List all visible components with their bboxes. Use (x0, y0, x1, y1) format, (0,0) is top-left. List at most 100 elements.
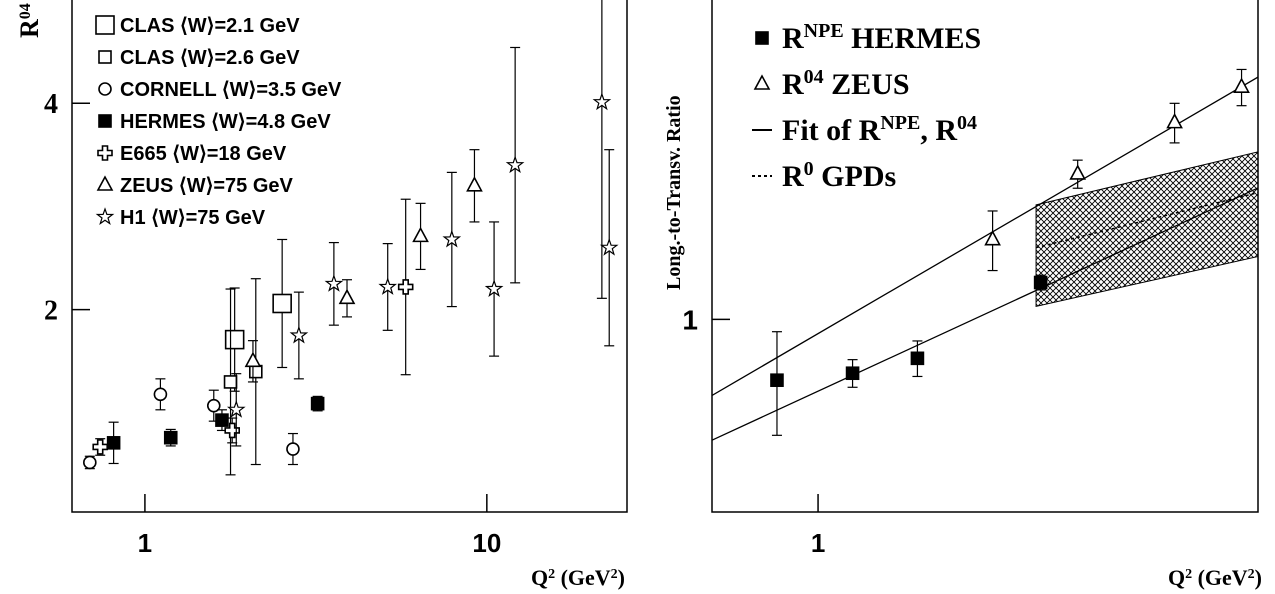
plot-frame (71, 0, 628, 513)
marker (224, 329, 245, 350)
marker (310, 396, 325, 411)
legend-label: CLAS ⟨W⟩=2.6 GeV (120, 47, 300, 69)
marker (397, 279, 414, 295)
marker (1166, 112, 1183, 129)
marker (378, 277, 398, 295)
legend-marker (98, 82, 112, 96)
legend-marker (753, 74, 771, 90)
legend-marker (97, 145, 113, 161)
legend-label: RNPE HERMES (782, 20, 981, 55)
gpd-line (1035, 191, 1258, 249)
y-tick-label: 1 (682, 304, 698, 335)
marker (1033, 275, 1048, 290)
x-tick-label: 1 (811, 528, 825, 558)
marker (163, 430, 178, 445)
legend-label: CLAS ⟨W⟩=2.1 GeV (120, 15, 300, 37)
legend-label-part: , R (920, 114, 957, 147)
marker (272, 293, 292, 314)
x-axis-title-part: (GeV (555, 565, 611, 590)
marker (153, 387, 168, 402)
legend-label: HERMES ⟨W⟩=4.8 GeV (120, 111, 331, 133)
marker (599, 237, 619, 256)
legend-label-part: R (782, 68, 804, 101)
marker (248, 364, 263, 379)
fit-line (712, 187, 1258, 441)
marker (289, 325, 309, 344)
marker (286, 442, 300, 456)
legend-label: ZEUS ⟨W⟩=75 GeV (120, 175, 294, 197)
marker (505, 155, 525, 174)
legend-label: H1 ⟨W⟩=75 GeV (120, 207, 266, 229)
marker (1233, 77, 1250, 93)
marker (845, 366, 860, 381)
legend-label-part: R (782, 22, 804, 55)
marker (984, 229, 1001, 246)
legend-label-part: NPE (880, 112, 920, 134)
fit-line (712, 76, 1258, 397)
marker (412, 226, 429, 243)
legend-marker (98, 50, 112, 64)
x-axis-title-part: (GeV (1192, 565, 1248, 590)
y-tick-label: 4 (44, 89, 58, 120)
x-axis-title-part: 2 (1248, 567, 1255, 582)
legend-label-part: 0 (804, 158, 814, 180)
marker (770, 373, 784, 387)
marker (338, 288, 356, 305)
legend-label-part: ZEUS (824, 68, 910, 101)
legend-marker (95, 15, 115, 35)
marker (1069, 164, 1087, 180)
marker (466, 176, 483, 192)
marker (83, 455, 97, 470)
legend-label-part: NPE (804, 20, 844, 42)
x-axis-title-part: Q (531, 565, 548, 590)
x-axis-title: Q2 (GeV2) (531, 565, 625, 590)
x-tick-label: 10 (472, 528, 501, 558)
legend-marker (96, 175, 114, 191)
legend-label-part: 04 (804, 66, 824, 88)
legend-label: R0 GPDs (782, 158, 896, 193)
marker (324, 274, 344, 292)
y-axis-title: R04 (15, 3, 44, 38)
y-tick-label: 2 (44, 296, 58, 327)
marker (484, 279, 504, 297)
plot-content (83, 0, 619, 476)
y-axis-title-part: 04 (17, 3, 34, 19)
legend-marker (98, 114, 112, 128)
marker (92, 439, 109, 455)
marker (910, 351, 925, 366)
marker (215, 413, 229, 427)
legend-label: E665 ⟨W⟩=18 GeV (120, 143, 287, 165)
legend-label-part: R (782, 160, 804, 193)
marker (223, 375, 238, 389)
x-axis-title-part: 2 (611, 567, 618, 582)
marker (106, 436, 121, 450)
legend-label-part: HERMES (844, 22, 982, 55)
x-axis-title-part: ) (1255, 565, 1262, 590)
marker (206, 398, 221, 413)
marker (224, 422, 240, 439)
legend-marker (95, 207, 115, 225)
y-axis-title-part: R (15, 19, 44, 38)
y-axis-title-part: Long.-to-Transv. Ratio (663, 95, 685, 290)
x-axis-title: Q2 (GeV2) (1168, 565, 1262, 590)
legend-label: Fit of RNPE, R04 (782, 112, 977, 147)
y-axis-title: Long.-to-Transv. Ratio (663, 95, 685, 290)
legend-label-part: Fit of R (782, 114, 881, 147)
x-axis-title-part: 2 (548, 567, 555, 582)
marker (244, 351, 262, 368)
marker (592, 92, 612, 111)
marker (442, 229, 462, 248)
x-axis-title-part: Q (1168, 565, 1185, 590)
gpd-band (1035, 151, 1258, 307)
x-axis-title-part: ) (618, 565, 625, 590)
x-axis-title-part: 2 (1185, 567, 1192, 582)
marker (226, 399, 246, 418)
legend-label: CORNELL ⟨W⟩=3.5 GeV (120, 79, 342, 101)
legend-label: R04 ZEUS (782, 66, 910, 101)
legend-label-part: GPDs (814, 160, 897, 193)
legend-marker (755, 31, 769, 45)
legend-label-part: 04 (957, 112, 977, 134)
plot-content (712, 68, 1258, 441)
